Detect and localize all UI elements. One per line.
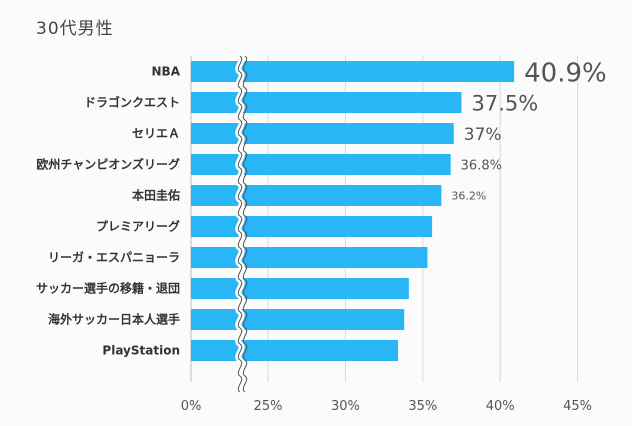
category-label: サッカー選手の移籍・退団 [36,281,180,296]
bar [191,340,399,361]
category-label: NBA [152,65,181,79]
data-label: 37% [464,125,502,145]
data-label: 37.5% [472,91,539,115]
bar [191,216,433,237]
bar [191,185,442,206]
category-label: 本田圭佑 [132,188,180,203]
category-label: ドラゴンクエスト [84,95,180,110]
x-tick-label: 25% [254,399,283,414]
x-tick-label: 40% [486,399,515,414]
data-label: 40.9% [524,58,607,88]
category-label: プレミアリーグ [96,219,180,234]
axis-break-line [242,55,248,393]
bar [191,309,405,330]
axis-break-line [237,55,243,393]
chart-title: 30代男性 [36,19,114,39]
x-tick-label: 30% [331,399,360,414]
bar [191,247,428,268]
bar [191,123,454,144]
bar [191,61,515,82]
category-label: 欧州チャンピオンズリーグ [36,157,180,172]
x-tick-label: 45% [563,399,592,414]
x-tick-label: 0% [181,399,202,414]
category-label: セリエＡ [132,127,180,141]
data-label: 36.8% [461,158,502,173]
category-label: 海外サッカー日本人選手 [48,312,180,327]
bar [191,92,462,113]
category-label: リーガ・エスパニョーラ [48,250,180,265]
category-label: PlayStation [102,344,180,358]
x-tick-label: 35% [408,399,437,414]
data-label: 36.2% [451,190,486,203]
bar [191,154,451,175]
bar [191,278,409,299]
